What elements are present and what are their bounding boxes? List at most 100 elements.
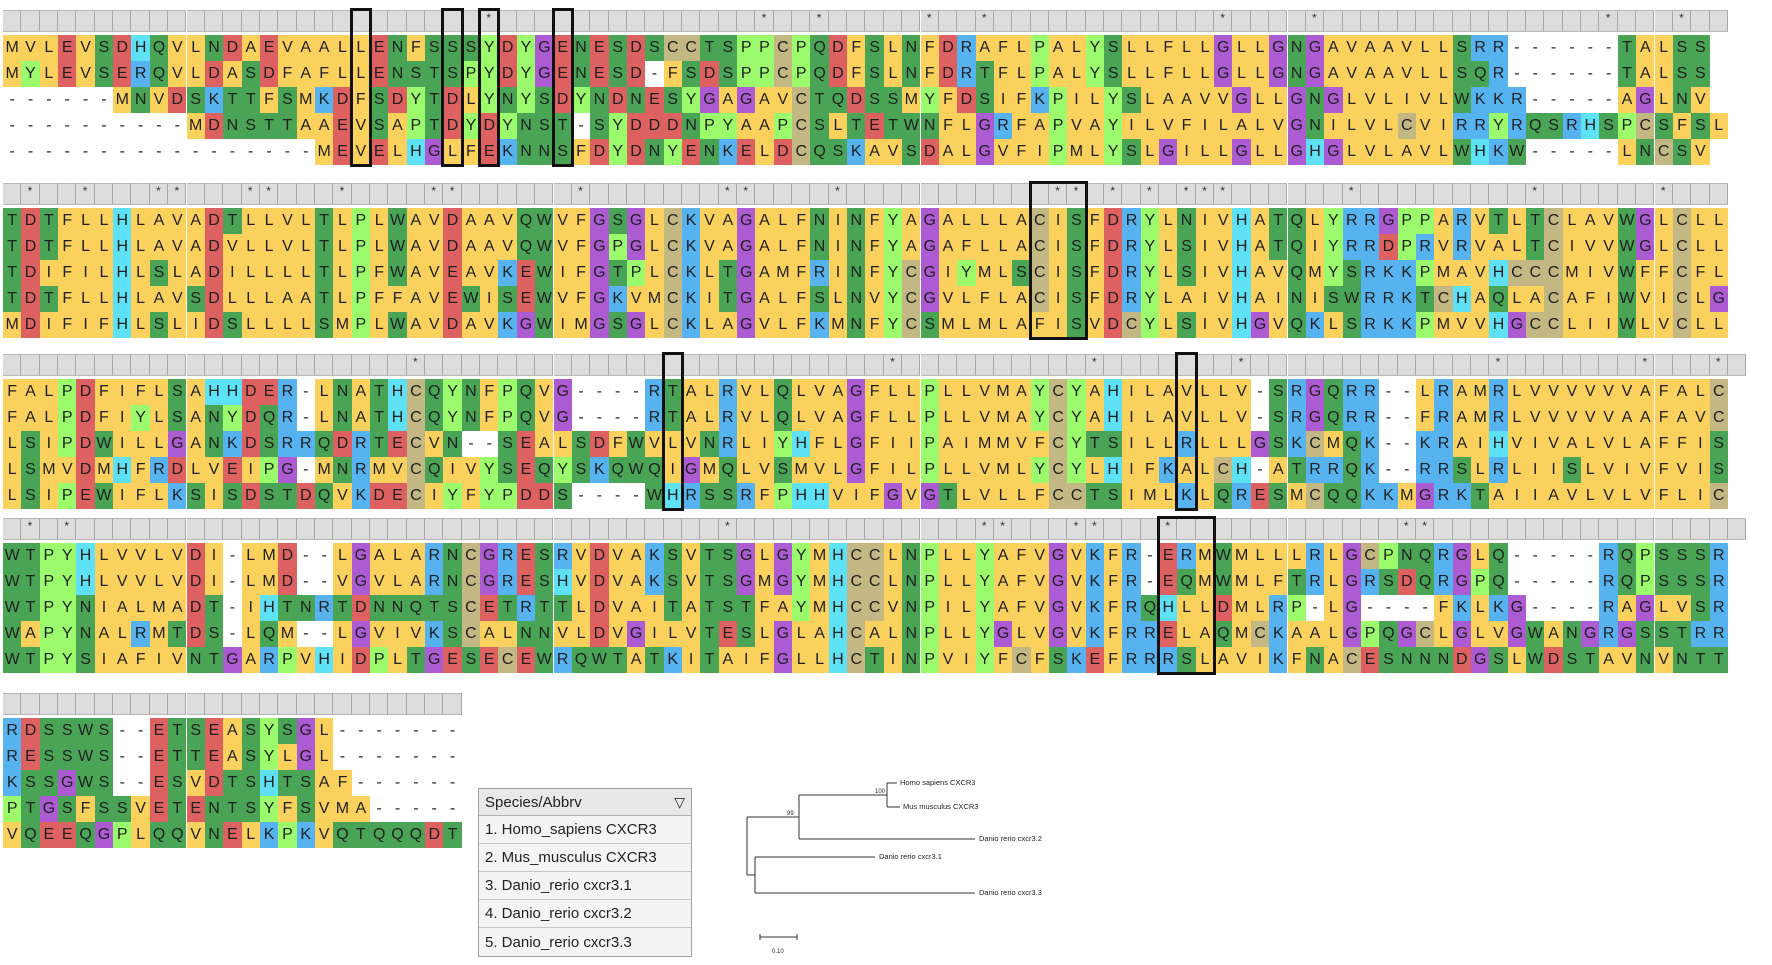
residue-cell[interactable]: T: [883, 113, 903, 139]
residue-cell[interactable]: A: [755, 113, 774, 139]
residue-cell[interactable]: R: [425, 569, 444, 595]
residue-cell[interactable]: A: [1544, 483, 1563, 509]
residue-cell[interactable]: Q: [810, 35, 829, 61]
residue-cell[interactable]: I: [828, 260, 848, 286]
residue-cell[interactable]: R: [149, 457, 169, 483]
residue-cell[interactable]: L: [1195, 61, 1215, 87]
residue-cell[interactable]: R: [718, 379, 737, 405]
residue-cell[interactable]: A: [480, 208, 499, 234]
residue-cell[interactable]: Y: [1489, 113, 1508, 139]
gap-cell[interactable]: -: [1581, 87, 1600, 113]
residue-cell[interactable]: I: [737, 647, 756, 673]
residue-cell[interactable]: A: [975, 35, 994, 61]
residue-cell[interactable]: K: [498, 312, 517, 338]
residue-cell[interactable]: A: [351, 379, 370, 405]
residue-cell[interactable]: M: [1562, 260, 1582, 286]
residue-cell[interactable]: A: [223, 744, 242, 770]
residue-cell[interactable]: N: [1397, 543, 1416, 569]
residue-cell[interactable]: R: [1342, 379, 1361, 405]
residue-cell[interactable]: R: [516, 595, 536, 621]
residue-cell[interactable]: W: [645, 483, 664, 509]
residue-cell[interactable]: S: [223, 483, 242, 509]
residue-cell[interactable]: K: [1379, 483, 1398, 509]
residue-cell[interactable]: A: [314, 35, 334, 61]
residue-cell[interactable]: D: [443, 208, 462, 234]
residue-cell[interactable]: Q: [425, 457, 444, 483]
residue-cell[interactable]: G: [351, 543, 370, 569]
residue-cell[interactable]: F: [1636, 260, 1655, 286]
residue-cell[interactable]: V: [755, 312, 774, 338]
residue-cell[interactable]: K: [223, 431, 242, 457]
residue-cell[interactable]: D: [535, 483, 554, 509]
residue-cell[interactable]: P: [700, 113, 719, 139]
residue-cell[interactable]: S: [1379, 647, 1398, 673]
residue-cell[interactable]: N: [1305, 87, 1325, 113]
residue-cell[interactable]: I: [883, 431, 903, 457]
residue-cell[interactable]: P: [1048, 87, 1068, 113]
residue-cell[interactable]: H: [1232, 312, 1251, 338]
residue-cell[interactable]: L: [131, 260, 150, 286]
residue-cell[interactable]: M: [993, 457, 1013, 483]
residue-cell[interactable]: Y: [883, 286, 903, 312]
residue-cell[interactable]: C: [406, 483, 426, 509]
residue-cell[interactable]: L: [1012, 35, 1031, 61]
residue-cell[interactable]: P: [351, 260, 370, 286]
residue-cell[interactable]: R: [131, 621, 150, 647]
residue-cell[interactable]: G: [847, 379, 866, 405]
residue-cell[interactable]: N: [920, 113, 939, 139]
residue-cell[interactable]: L: [94, 260, 114, 286]
residue-cell[interactable]: L: [131, 234, 150, 260]
residue-cell[interactable]: M: [1195, 569, 1215, 595]
residue-cell[interactable]: I: [1599, 312, 1618, 338]
residue-cell[interactable]: L: [131, 431, 150, 457]
gap-cell[interactable]: -: [571, 405, 591, 431]
residue-cell[interactable]: V: [1269, 113, 1288, 139]
residue-cell[interactable]: Y: [792, 595, 811, 621]
residue-cell[interactable]: V: [1599, 405, 1618, 431]
residue-cell[interactable]: V: [425, 208, 444, 234]
residue-cell[interactable]: Q: [1489, 543, 1508, 569]
residue-cell[interactable]: A: [351, 796, 370, 822]
residue-cell[interactable]: V: [461, 457, 481, 483]
residue-cell[interactable]: A: [149, 234, 169, 260]
residue-cell[interactable]: S: [296, 796, 315, 822]
residue-cell[interactable]: R: [1599, 595, 1618, 621]
residue-cell[interactable]: A: [1672, 405, 1692, 431]
residue-cell[interactable]: D: [626, 139, 646, 165]
residue-cell[interactable]: A: [186, 431, 205, 457]
residue-cell[interactable]: V: [21, 35, 40, 61]
residue-cell[interactable]: V: [1599, 431, 1618, 457]
residue-cell[interactable]: A: [1617, 87, 1637, 113]
residue-cell[interactable]: I: [1526, 483, 1545, 509]
residue-cell[interactable]: L: [1581, 431, 1600, 457]
residue-cell[interactable]: F: [1012, 569, 1031, 595]
residue-cell[interactable]: V: [425, 312, 444, 338]
residue-cell[interactable]: L: [1232, 431, 1251, 457]
residue-cell[interactable]: V: [1526, 405, 1545, 431]
residue-cell[interactable]: L: [94, 569, 114, 595]
residue-cell[interactable]: A: [388, 113, 407, 139]
residue-cell[interactable]: L: [1691, 234, 1710, 260]
residue-cell[interactable]: A: [938, 139, 958, 165]
residue-cell[interactable]: Y: [975, 595, 994, 621]
residue-cell[interactable]: N: [296, 595, 315, 621]
residue-cell[interactable]: Y: [443, 379, 462, 405]
residue-cell[interactable]: N: [388, 61, 407, 87]
residue-cell[interactable]: T: [314, 234, 334, 260]
residue-cell[interactable]: Y: [516, 61, 536, 87]
residue-cell[interactable]: Y: [58, 543, 77, 569]
residue-cell[interactable]: N: [223, 113, 242, 139]
residue-cell[interactable]: G: [1379, 208, 1398, 234]
residue-cell[interactable]: W: [535, 286, 554, 312]
residue-cell[interactable]: G: [1507, 312, 1527, 338]
residue-cell[interactable]: T: [186, 744, 205, 770]
residue-cell[interactable]: L: [1471, 621, 1490, 647]
residue-cell[interactable]: L: [1691, 208, 1710, 234]
residue-cell[interactable]: T: [314, 208, 334, 234]
residue-cell[interactable]: S: [810, 113, 829, 139]
residue-cell[interactable]: F: [865, 431, 884, 457]
residue-cell[interactable]: T: [1526, 234, 1545, 260]
residue-cell[interactable]: L: [1324, 621, 1343, 647]
residue-cell[interactable]: Y: [883, 234, 903, 260]
residue-cell[interactable]: W: [76, 770, 95, 796]
